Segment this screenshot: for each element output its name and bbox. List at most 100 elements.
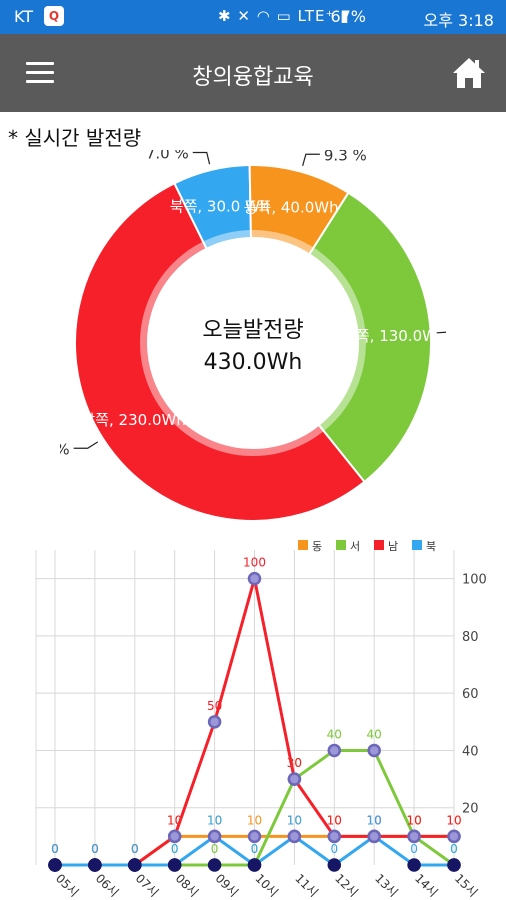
data-point-2-10[interactable]	[447, 829, 461, 844]
data-point-2-7[interactable]	[327, 829, 342, 844]
hamburger-menu-icon[interactable]	[26, 62, 54, 84]
section-title: * 실시간 발전량	[8, 126, 142, 150]
data-label-1-8: 40	[367, 727, 382, 741]
data-label-2-2: 0	[131, 842, 139, 856]
legend-label-1: 서	[350, 540, 360, 553]
data-label-0-2: 0	[131, 842, 139, 856]
data-label-2-4: 50	[207, 699, 222, 713]
power-donut-chart: 서쪽, 130.0Wh30.2 %남쪽, 230.0Wh53.5 %북쪽, 30…	[60, 150, 446, 522]
data-point-2-6[interactable]	[287, 772, 302, 786]
data-label-1-0: 0	[51, 842, 59, 856]
donut-center-title: 오늘발전량	[202, 318, 303, 343]
x-tick-label: 10시	[252, 871, 281, 900]
data-label-2-7: 10	[327, 813, 342, 827]
data-point-1-7[interactable]	[327, 743, 342, 758]
x-tick-label: 11시	[292, 871, 321, 900]
y-tick-label: 20	[462, 802, 479, 817]
home-icon[interactable]	[450, 54, 488, 92]
data-point-3-7[interactable]	[327, 858, 342, 872]
data-label-0-10: 10	[446, 813, 461, 827]
legend-swatch-2	[374, 540, 384, 550]
data-label-3-5: 0	[251, 842, 259, 856]
carrier-label: KT	[14, 7, 34, 26]
y-tick-label: 40	[462, 744, 479, 759]
data-point-1-4[interactable]	[207, 858, 222, 872]
data-label-2-0: 0	[51, 842, 59, 856]
slice-label-0: 서쪽, 130.0Wh	[342, 327, 446, 345]
page-title: 창의융합교육	[192, 65, 314, 90]
data-label-1-7: 40	[327, 727, 342, 741]
data-point-2-5[interactable]	[247, 571, 262, 586]
data-label-3-9: 0	[410, 842, 418, 856]
donut-slice-0[interactable]	[307, 191, 432, 484]
data-label-3-6: 10	[287, 813, 302, 827]
signal-icon: ▮	[340, 7, 350, 25]
data-point-3-6[interactable]	[287, 829, 302, 844]
y-tick-label: 100	[462, 573, 487, 588]
slice-leader-line-3	[302, 153, 320, 166]
legend-swatch-0	[298, 540, 308, 550]
data-label-1-10: 0	[450, 842, 458, 856]
donut-slice-3[interactable]	[248, 164, 350, 256]
data-label-0-1: 0	[91, 842, 99, 856]
data-label-0-5: 10	[247, 813, 262, 827]
data-point-1-8[interactable]	[367, 743, 381, 758]
data-point-3-0[interactable]	[48, 858, 62, 872]
legend-label-3: 북	[426, 540, 436, 553]
data-point-3-2[interactable]	[128, 858, 142, 872]
data-point-0-5[interactable]	[247, 829, 262, 844]
x-tick-label: 07시	[133, 871, 162, 900]
data-point-3-10[interactable]	[447, 858, 461, 872]
data-label-3-1: 0	[91, 842, 99, 856]
data-label-1-2: 0	[131, 842, 139, 856]
x-tick-label: 08시	[173, 871, 202, 900]
data-label-0-3: 10	[167, 813, 182, 827]
donut-slice-1[interactable]	[74, 181, 366, 522]
data-label-3-7: 0	[330, 842, 338, 856]
data-label-2-10: 10	[446, 813, 461, 827]
legend-swatch-1	[336, 540, 346, 550]
slice-percent-3: 9.3 %	[324, 150, 367, 164]
x-tick-label: 13시	[372, 871, 401, 900]
data-point-3-4[interactable]	[207, 829, 222, 844]
data-point-3-8[interactable]	[367, 829, 381, 844]
y-tick-label: 80	[462, 630, 479, 645]
data-point-2-9[interactable]	[407, 829, 421, 844]
data-label-1-3: 0	[171, 842, 179, 856]
wifi-icon: ◠	[256, 7, 271, 25]
slice-percent-2: 7.0 %	[146, 150, 189, 163]
data-point-2-3[interactable]	[167, 829, 182, 844]
x-tick-label: 05시	[53, 871, 82, 900]
legend-label-0: 동	[312, 540, 322, 553]
data-point-3-1[interactable]	[88, 858, 102, 872]
mute-icon: ✕	[237, 7, 251, 25]
x-tick-label: 09시	[212, 871, 241, 900]
x-tick-label: 06시	[93, 871, 122, 900]
slice-label-3: 동쪽, 40.0Wh	[244, 199, 339, 217]
slice-leader-line-1	[73, 441, 99, 449]
data-label-3-8: 10	[367, 813, 382, 827]
data-label-1-5: 0	[251, 842, 259, 856]
data-point-2-4[interactable]	[207, 715, 222, 729]
battery-percent: 67%	[330, 7, 366, 26]
data-label-1-4: 0	[211, 842, 219, 856]
data-label-0-0: 0	[51, 842, 59, 856]
data-label-3-4: 10	[207, 813, 222, 827]
data-label-2-3: 10	[167, 813, 182, 827]
data-point-3-9[interactable]	[407, 858, 421, 872]
app-notification-icon: Q	[44, 6, 64, 26]
data-label-2-5: 100	[243, 556, 266, 570]
data-point-3-5[interactable]	[247, 858, 262, 872]
data-label-0-9: 10	[406, 813, 421, 827]
donut-center-value: 430.0Wh	[204, 350, 303, 375]
legend-swatch-3	[412, 540, 422, 550]
data-label-0-4: 10	[207, 813, 222, 827]
status-bar: KT Q ✱ ✕ ◠ ▭ LTE⁺ ▮ 67% 오후 3:18	[0, 0, 506, 34]
slice-label-2: 북쪽, 30.0 Wh	[170, 197, 270, 215]
data-label-1-6: 30	[287, 756, 302, 770]
x-tick-label: 14시	[412, 871, 441, 900]
data-label-0-6: 10	[287, 813, 302, 827]
data-label-1-9: 10	[406, 813, 421, 827]
data-point-3-3[interactable]	[167, 858, 182, 872]
